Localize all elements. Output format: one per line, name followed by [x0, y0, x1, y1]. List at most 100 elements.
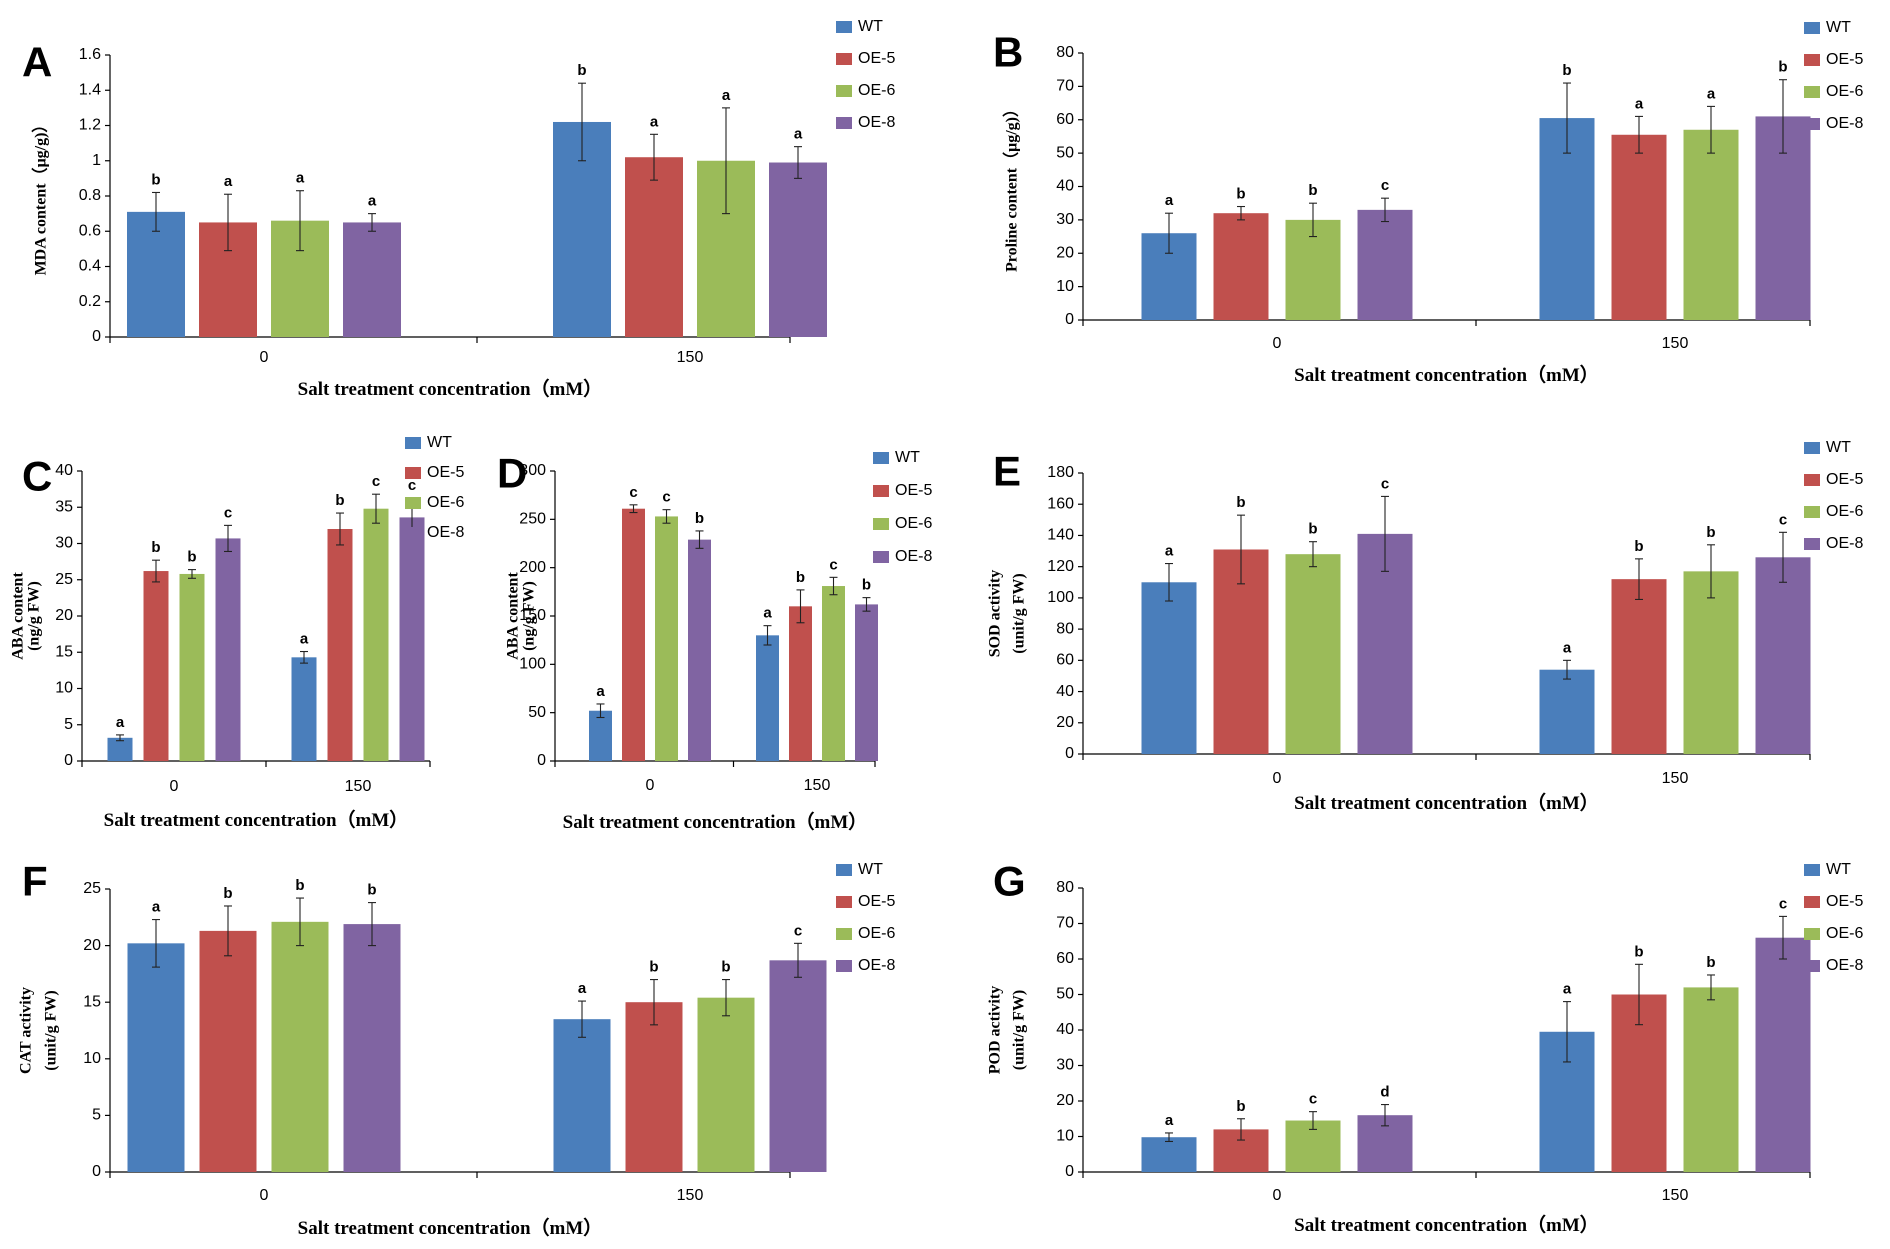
legend-swatch [1804, 506, 1820, 518]
x-axis-title: Salt treatment concentration（mM） [298, 1216, 603, 1239]
significance-letter: b [649, 959, 658, 976]
bar-oe-8-150 [1755, 937, 1811, 1172]
bar-oe-8-150 [855, 604, 878, 761]
significance-letter: b [187, 549, 196, 566]
legend-swatch [1804, 86, 1820, 98]
legend: WT OE-5 OE-6 OE-8 [1804, 439, 1863, 552]
y-tick-label: 100 [519, 656, 546, 673]
y-tick-label: 10 [1056, 278, 1074, 295]
legend: WT OE-5 OE-6 OE-8 [405, 434, 464, 541]
y-axis-unit: (unit/g FW) [43, 990, 60, 1070]
legend-label: OE-5 [1826, 471, 1863, 488]
significance-letter: b [367, 882, 376, 899]
bar-oe-6-0 [271, 921, 329, 1172]
bar-oe-5-150 [625, 1002, 683, 1172]
legend: WT OE-5 OE-6 OE-8 [1804, 861, 1863, 974]
legend-swatch [873, 551, 889, 563]
legend-label: OE-6 [858, 925, 895, 942]
significance-letter: a [224, 173, 233, 190]
y-tick-label: 0 [92, 328, 101, 345]
y-tick-label: 30 [1056, 1057, 1074, 1074]
y-tick-label: 200 [519, 559, 546, 576]
y-tick-label: 40 [55, 462, 73, 479]
legend-label: WT [1826, 439, 1851, 456]
y-tick-label: 70 [1056, 78, 1074, 95]
y-axis-title: MDA content（μg/g)） [32, 117, 50, 276]
significance-letter: a [722, 87, 731, 104]
legend-label: OE-8 [858, 957, 895, 974]
legend-label: OE-6 [858, 82, 895, 99]
x-tick-label: 150 [1662, 1187, 1689, 1204]
legend: WT OE-5 OE-6 OE-8 [1804, 19, 1863, 132]
x-tick-label: 150 [1662, 770, 1689, 787]
y-tick-label: 15 [55, 643, 73, 660]
x-tick-label: 0 [1273, 335, 1282, 352]
y-tick-label: 20 [1056, 244, 1074, 261]
significance-letter: b [1236, 494, 1245, 511]
significance-letter: b [1778, 59, 1787, 76]
bar-oe-8-150 [769, 162, 827, 337]
y-tick-label: 40 [1056, 1021, 1074, 1038]
bar-oe-6-0 [1285, 554, 1341, 754]
y-tick-label: 0 [1065, 745, 1074, 762]
chart-panel-e: E 0 20 40 60 80 100 120 140 160 180 0 150 Salt treatm… [987, 439, 1864, 814]
legend-label: WT [858, 861, 883, 878]
significance-letter: a [578, 980, 587, 997]
significance-letter: c [1779, 895, 1787, 912]
significance-letter: c [829, 556, 837, 573]
y-tick-label: 5 [64, 716, 73, 733]
y-tick-label: 300 [519, 462, 546, 479]
y-tick-label: 0 [92, 1163, 101, 1180]
y-tick-label: 120 [1047, 558, 1074, 575]
legend-label: WT [1826, 19, 1851, 36]
y-axis-unit: (unit/g FW) [1011, 573, 1028, 653]
significance-letter: b [721, 959, 730, 976]
legend-swatch [836, 960, 852, 972]
significance-letter: a [300, 631, 309, 648]
x-tick-label: 0 [260, 1187, 269, 1204]
panel-letter: G [993, 857, 1026, 904]
legend-label: OE-5 [1826, 51, 1863, 68]
bar-oe-6-0 [655, 516, 678, 761]
significance-letter: a [152, 899, 161, 916]
significance-letter: b [1308, 182, 1317, 199]
legend-swatch [1804, 22, 1820, 34]
x-axis-title: Salt treatment concentration（mM） [563, 810, 868, 833]
significance-letter: a [650, 113, 659, 130]
significance-letter: a [794, 126, 803, 143]
panel-letter: F [22, 857, 48, 904]
bar-oe-5-150 [1611, 579, 1667, 754]
bar-oe-8-0 [343, 924, 401, 1172]
y-tick-label: 20 [83, 937, 101, 954]
y-axis-title: POD activity [987, 986, 1004, 1074]
panel-letter: D [497, 449, 527, 496]
legend-swatch [1804, 538, 1820, 550]
significance-letter: b [1236, 1098, 1245, 1115]
bar-wt-150 [1539, 669, 1595, 754]
significance-letter: c [794, 922, 802, 939]
x-axis-title: Salt treatment concentration（mM） [1294, 1213, 1599, 1236]
bar-oe-6-150 [697, 997, 755, 1172]
y-tick-label: 20 [55, 607, 73, 624]
x-tick-label: 150 [677, 349, 704, 366]
y-tick-label: 250 [519, 511, 546, 528]
y-tick-label: 20 [1056, 1092, 1074, 1109]
bar-oe-6-150 [822, 586, 845, 761]
legend: WT OE-5 OE-6 OE-8 [873, 449, 932, 565]
legend-swatch [1804, 864, 1820, 876]
legend-swatch [405, 497, 421, 509]
bar-wt-0 [127, 943, 185, 1172]
legend-swatch [1804, 474, 1820, 486]
bar-oe-5-150 [625, 157, 683, 337]
y-tick-label: 0.6 [79, 222, 101, 239]
significance-letter: a [1165, 1112, 1174, 1129]
y-tick-label: 10 [55, 680, 73, 697]
y-tick-label: 1.2 [79, 117, 101, 134]
significance-letter: b [151, 539, 160, 556]
legend-swatch [836, 928, 852, 940]
legend-label: OE-5 [1826, 893, 1863, 910]
y-axis-unit: (ng/g FW) [521, 581, 538, 651]
bar-oe-5-150 [1611, 134, 1667, 320]
significance-letter: c [1309, 1091, 1317, 1108]
bar-wt-150 [756, 635, 779, 761]
